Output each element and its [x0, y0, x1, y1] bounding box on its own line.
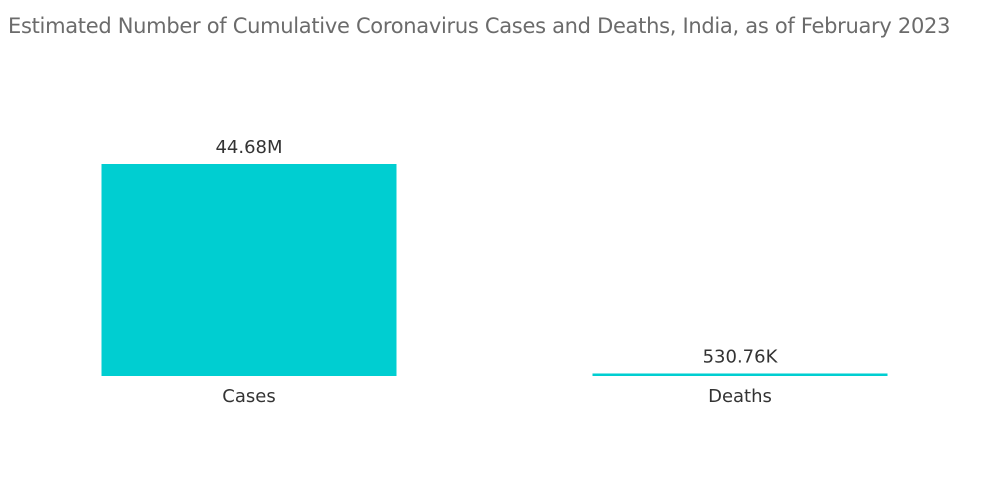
chart-title: Estimated Number of Cumulative Coronavir… [8, 14, 951, 38]
bar-deaths [592, 373, 888, 376]
data-label-cases: 44.68M [215, 137, 282, 158]
x-tick-label-deaths: Deaths [708, 386, 772, 407]
bar-cases [101, 164, 397, 376]
x-tick-label-cases: Cases [222, 386, 275, 407]
data-label-deaths: 530.76K [703, 346, 779, 367]
